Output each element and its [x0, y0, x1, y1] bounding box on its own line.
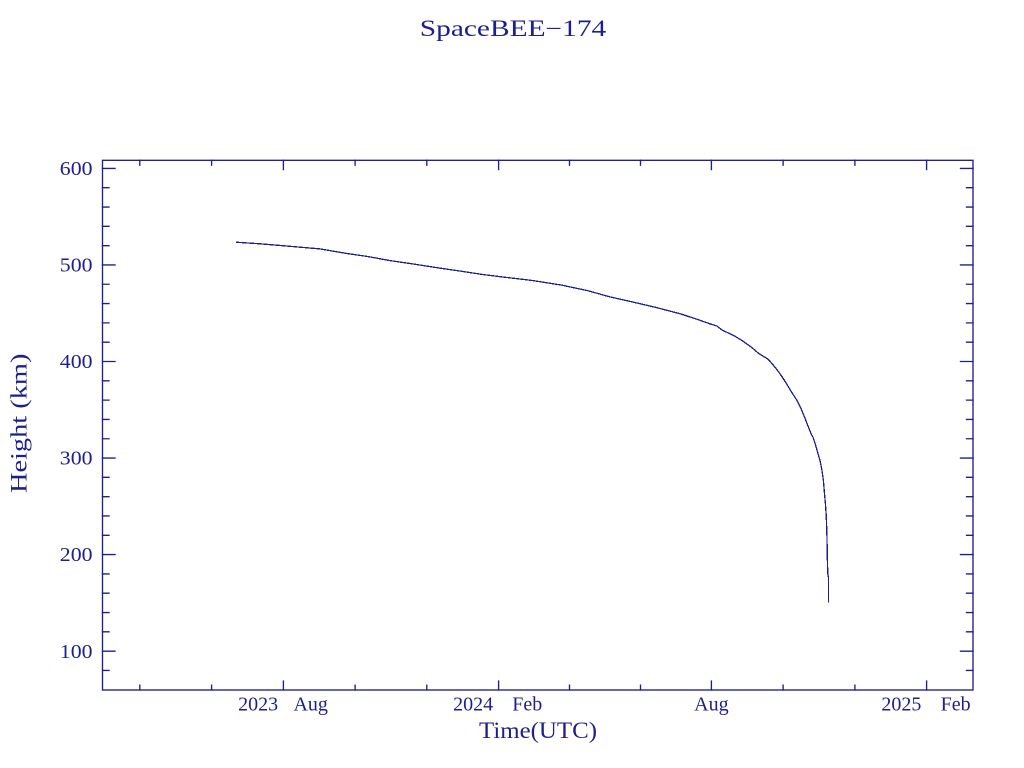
- svg-text:500: 500: [60, 255, 93, 277]
- svg-text:2024 Feb: 2024 Feb: [453, 694, 542, 716]
- svg-text:Aug: Aug: [694, 694, 728, 716]
- svg-text:100: 100: [60, 641, 93, 663]
- svg-text:300: 300: [60, 448, 93, 470]
- svg-text:2023 Aug: 2023 Aug: [238, 694, 328, 716]
- svg-text:2025 Feb: 2025 Feb: [881, 694, 970, 716]
- svg-text:SpaceBEE−174: SpaceBEE−174: [420, 16, 607, 41]
- svg-text:600: 600: [60, 158, 93, 180]
- svg-text:Time(UTC): Time(UTC): [479, 718, 597, 743]
- svg-text:Height (km): Height (km): [7, 354, 32, 494]
- svg-text:400: 400: [60, 351, 93, 373]
- svg-text:200: 200: [60, 544, 93, 566]
